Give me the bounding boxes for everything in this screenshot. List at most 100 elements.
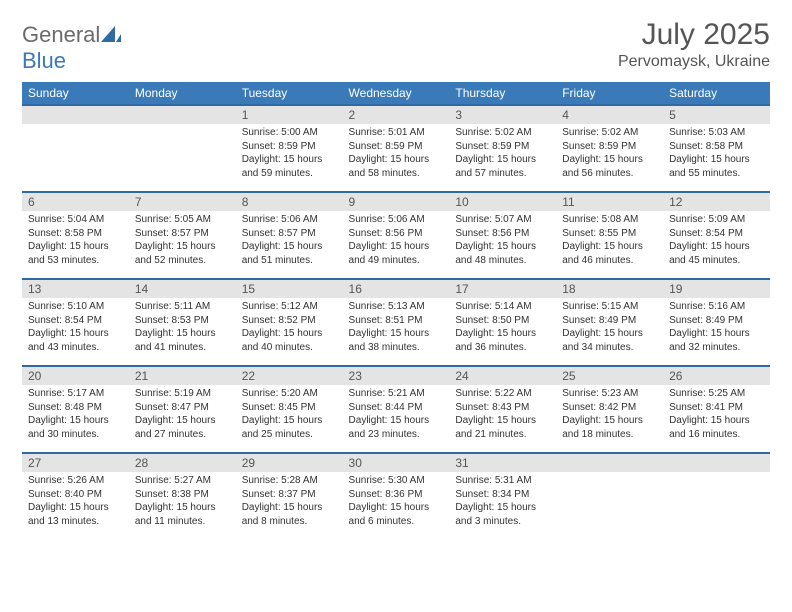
cell-day1: Daylight: 15 hours	[669, 414, 764, 428]
day-number: 15	[236, 279, 343, 298]
cell-sunset: Sunset: 8:37 PM	[242, 488, 337, 502]
cell-sunrise: Sunrise: 5:00 AM	[242, 126, 337, 140]
day-cell: Sunrise: 5:30 AMSunset: 8:36 PMDaylight:…	[343, 472, 450, 540]
day-cell	[129, 124, 236, 192]
day-cell: Sunrise: 5:25 AMSunset: 8:41 PMDaylight:…	[663, 385, 770, 453]
day-cell: Sunrise: 5:00 AMSunset: 8:59 PMDaylight:…	[236, 124, 343, 192]
cell-day1: Daylight: 15 hours	[28, 240, 123, 254]
day-cell: Sunrise: 5:08 AMSunset: 8:55 PMDaylight:…	[556, 211, 663, 279]
day-cell: Sunrise: 5:02 AMSunset: 8:59 PMDaylight:…	[556, 124, 663, 192]
day-number: 17	[449, 279, 556, 298]
cell-sunset: Sunset: 8:59 PM	[242, 140, 337, 154]
day-cell	[663, 472, 770, 540]
cell-sunset: Sunset: 8:50 PM	[455, 314, 550, 328]
logo: GeneralBlue	[22, 18, 121, 74]
cell-day1: Daylight: 15 hours	[562, 327, 657, 341]
cell-day1: Daylight: 15 hours	[349, 414, 444, 428]
cell-sunset: Sunset: 8:36 PM	[349, 488, 444, 502]
cell-day1: Daylight: 15 hours	[28, 327, 123, 341]
day-cell	[556, 472, 663, 540]
cell-sunset: Sunset: 8:47 PM	[135, 401, 230, 415]
logo-text: GeneralBlue	[22, 22, 121, 74]
cell-day2: and 3 minutes.	[455, 515, 550, 529]
day-content-row: Sunrise: 5:10 AMSunset: 8:54 PMDaylight:…	[22, 298, 770, 366]
cell-day2: and 23 minutes.	[349, 428, 444, 442]
cell-sunrise: Sunrise: 5:04 AM	[28, 213, 123, 227]
cell-day1: Daylight: 15 hours	[669, 153, 764, 167]
day-number: 24	[449, 366, 556, 385]
cell-sunset: Sunset: 8:57 PM	[242, 227, 337, 241]
cell-day2: and 59 minutes.	[242, 167, 337, 181]
day-number: 22	[236, 366, 343, 385]
day-cell: Sunrise: 5:14 AMSunset: 8:50 PMDaylight:…	[449, 298, 556, 366]
logo-text-blue: Blue	[22, 48, 66, 73]
day-number: 5	[663, 105, 770, 124]
cell-sunrise: Sunrise: 5:01 AM	[349, 126, 444, 140]
cell-day1: Daylight: 15 hours	[135, 501, 230, 515]
cell-day2: and 16 minutes.	[669, 428, 764, 442]
cell-sunrise: Sunrise: 5:09 AM	[669, 213, 764, 227]
cell-sunrise: Sunrise: 5:20 AM	[242, 387, 337, 401]
day-number: 8	[236, 192, 343, 211]
logo-sail-icon	[101, 26, 121, 42]
day-number: 26	[663, 366, 770, 385]
cell-day2: and 45 minutes.	[669, 254, 764, 268]
day-number	[556, 453, 663, 472]
dow-header: Saturday	[663, 82, 770, 105]
cell-sunset: Sunset: 8:52 PM	[242, 314, 337, 328]
cell-day2: and 36 minutes.	[455, 341, 550, 355]
cell-sunrise: Sunrise: 5:16 AM	[669, 300, 764, 314]
day-number	[129, 105, 236, 124]
dow-header: Tuesday	[236, 82, 343, 105]
cell-day2: and 18 minutes.	[562, 428, 657, 442]
day-number: 3	[449, 105, 556, 124]
dow-header: Monday	[129, 82, 236, 105]
day-content-row: Sunrise: 5:04 AMSunset: 8:58 PMDaylight:…	[22, 211, 770, 279]
cell-day1: Daylight: 15 hours	[455, 240, 550, 254]
cell-day2: and 21 minutes.	[455, 428, 550, 442]
day-of-week-row: SundayMondayTuesdayWednesdayThursdayFrid…	[22, 82, 770, 105]
day-number-row: 20212223242526	[22, 366, 770, 385]
cell-sunset: Sunset: 8:38 PM	[135, 488, 230, 502]
cell-day1: Daylight: 15 hours	[242, 327, 337, 341]
cell-sunrise: Sunrise: 5:08 AM	[562, 213, 657, 227]
day-cell: Sunrise: 5:28 AMSunset: 8:37 PMDaylight:…	[236, 472, 343, 540]
cell-sunrise: Sunrise: 5:05 AM	[135, 213, 230, 227]
cell-day1: Daylight: 15 hours	[135, 240, 230, 254]
cell-day1: Daylight: 15 hours	[349, 240, 444, 254]
day-number: 25	[556, 366, 663, 385]
day-cell: Sunrise: 5:09 AMSunset: 8:54 PMDaylight:…	[663, 211, 770, 279]
day-cell: Sunrise: 5:01 AMSunset: 8:59 PMDaylight:…	[343, 124, 450, 192]
cell-sunrise: Sunrise: 5:27 AM	[135, 474, 230, 488]
cell-day1: Daylight: 15 hours	[455, 414, 550, 428]
day-cell: Sunrise: 5:20 AMSunset: 8:45 PMDaylight:…	[236, 385, 343, 453]
day-number-row: 2728293031	[22, 453, 770, 472]
day-cell: Sunrise: 5:12 AMSunset: 8:52 PMDaylight:…	[236, 298, 343, 366]
cell-sunset: Sunset: 8:54 PM	[669, 227, 764, 241]
cell-sunset: Sunset: 8:43 PM	[455, 401, 550, 415]
day-cell	[22, 124, 129, 192]
cell-sunset: Sunset: 8:58 PM	[669, 140, 764, 154]
day-number	[22, 105, 129, 124]
day-number: 6	[22, 192, 129, 211]
cell-day1: Daylight: 15 hours	[242, 501, 337, 515]
day-number	[663, 453, 770, 472]
day-cell: Sunrise: 5:05 AMSunset: 8:57 PMDaylight:…	[129, 211, 236, 279]
cell-day2: and 32 minutes.	[669, 341, 764, 355]
day-number: 19	[663, 279, 770, 298]
day-number: 14	[129, 279, 236, 298]
day-cell: Sunrise: 5:23 AMSunset: 8:42 PMDaylight:…	[556, 385, 663, 453]
cell-sunrise: Sunrise: 5:03 AM	[669, 126, 764, 140]
day-cell: Sunrise: 5:03 AMSunset: 8:58 PMDaylight:…	[663, 124, 770, 192]
cell-sunset: Sunset: 8:53 PM	[135, 314, 230, 328]
cell-sunset: Sunset: 8:44 PM	[349, 401, 444, 415]
cell-sunset: Sunset: 8:54 PM	[28, 314, 123, 328]
cell-day2: and 40 minutes.	[242, 341, 337, 355]
cell-sunrise: Sunrise: 5:06 AM	[349, 213, 444, 227]
cell-day2: and 55 minutes.	[669, 167, 764, 181]
day-cell: Sunrise: 5:04 AMSunset: 8:58 PMDaylight:…	[22, 211, 129, 279]
day-number: 11	[556, 192, 663, 211]
cell-day1: Daylight: 15 hours	[562, 240, 657, 254]
cell-day2: and 46 minutes.	[562, 254, 657, 268]
cell-sunrise: Sunrise: 5:17 AM	[28, 387, 123, 401]
